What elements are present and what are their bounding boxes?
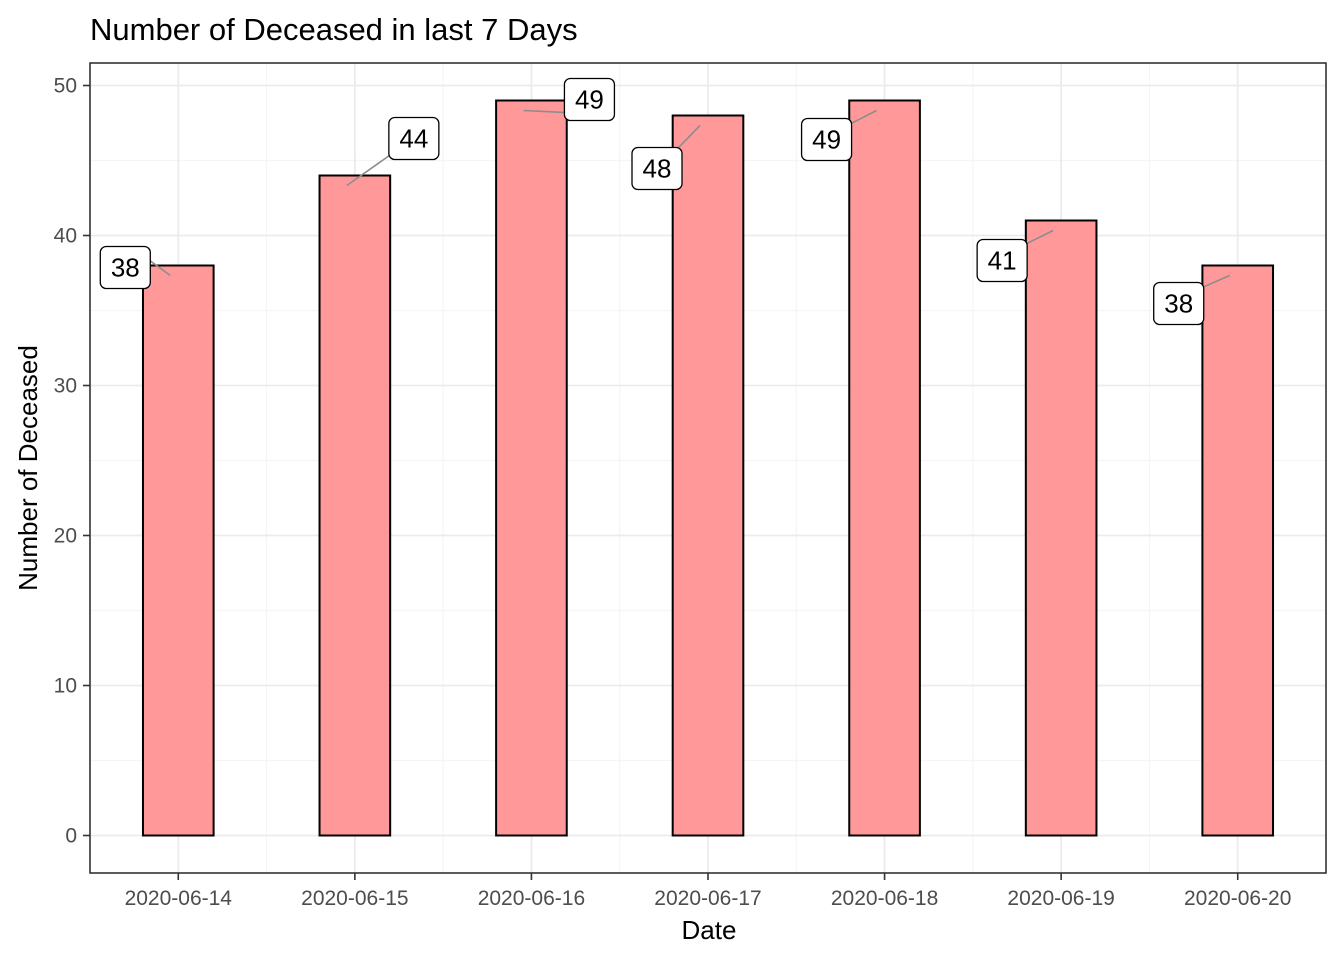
- data-label: 41: [988, 246, 1017, 276]
- data-labels: 38 44 49 48 49 41 38: [99, 77, 1231, 326]
- data-label-box: [976, 238, 1028, 283]
- bars: [141, 99, 1275, 837]
- label-leader-line: [346, 151, 396, 187]
- label-leader-line: [523, 109, 570, 114]
- data-label: 48: [643, 154, 672, 184]
- bar: [1024, 219, 1098, 837]
- bar: [318, 174, 392, 837]
- data-label-box: [388, 116, 440, 161]
- data-label-box: [1153, 281, 1205, 326]
- bar: [1201, 264, 1275, 837]
- y-tick-label: 0: [65, 825, 77, 848]
- x-tick-label: 2020-06-14: [125, 887, 233, 910]
- x-tick-label: 2020-06-20: [1184, 887, 1291, 910]
- data-label: 44: [399, 124, 428, 154]
- y-tick-label: 40: [54, 225, 77, 248]
- data-label-box: [631, 146, 683, 191]
- data-label: 38: [1164, 289, 1193, 319]
- y-tick-label: 50: [54, 75, 77, 98]
- y-tick-label: 30: [54, 375, 77, 398]
- data-label-box: [99, 245, 151, 290]
- x-tick-label: 2020-06-15: [301, 887, 408, 910]
- y-axis-ticks: 0 10 20 30 40 50: [54, 75, 90, 848]
- bar: [848, 99, 921, 837]
- x-tick-label: 2020-06-16: [478, 887, 585, 910]
- x-tick-label: 2020-06-18: [831, 887, 938, 910]
- x-tick-label: 2020-06-17: [654, 887, 761, 910]
- bar: [671, 114, 745, 837]
- bar: [141, 264, 215, 837]
- y-tick-label: 20: [54, 525, 77, 548]
- data-label: 49: [812, 125, 841, 155]
- y-tick-label: 10: [54, 675, 77, 698]
- data-label-box: [563, 77, 616, 122]
- x-tick-label: 2020-06-19: [1007, 887, 1114, 910]
- x-axis-ticks: 2020-06-14 2020-06-15 2020-06-16 2020-06-17…: [125, 873, 1291, 910]
- y-axis-title: Number of Deceased: [13, 345, 43, 591]
- chart-title: Number of Deceased in last 7 Days: [90, 12, 578, 47]
- data-label-box: [800, 117, 853, 162]
- data-label: 49: [575, 85, 604, 115]
- x-axis-title: Date: [682, 915, 737, 945]
- bar: [495, 99, 568, 837]
- data-label: 38: [111, 253, 140, 283]
